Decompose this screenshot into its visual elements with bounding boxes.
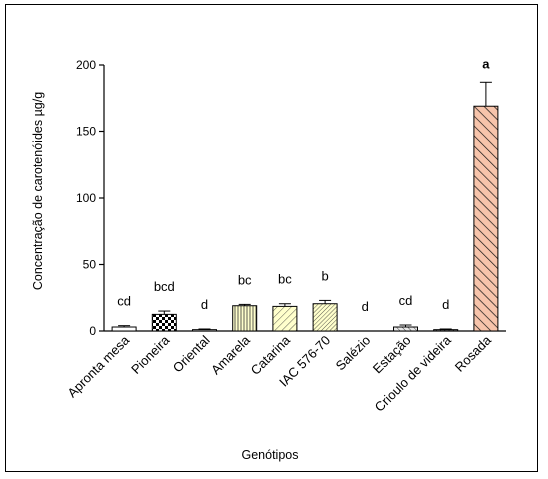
x-tick-label: Amarela	[208, 332, 253, 377]
y-tick-label: 200	[76, 58, 96, 72]
x-tick-label: Crioulo de videira	[372, 332, 455, 415]
chart-frame: 0 50 100 150 200 cd Apronta mesa bcd Pioneira d O…	[5, 4, 538, 472]
y-tick-label: 100	[76, 191, 96, 205]
axes: 0 50 100 150 200	[76, 58, 506, 338]
significance-label: d	[201, 297, 208, 312]
y-tick-label: 50	[83, 258, 97, 272]
bar	[312, 303, 338, 332]
significance-label: d	[362, 299, 369, 314]
bar	[393, 326, 418, 332]
significance-label: bc	[278, 272, 292, 287]
bar	[473, 105, 499, 332]
significance-label: cd	[117, 294, 131, 309]
x-tick-label: Pioneira	[128, 332, 173, 377]
bar	[433, 329, 459, 332]
y-axis-label: Concentração de carotenóides µg/g	[31, 92, 45, 290]
bar	[272, 305, 298, 332]
significance-label: d	[442, 297, 449, 312]
y-tick-label: 0	[89, 324, 96, 338]
x-tick-label: Oriental	[170, 332, 213, 375]
y-tick-label: 150	[76, 125, 96, 139]
significance-label: b	[321, 268, 328, 283]
bar	[111, 326, 137, 332]
x-tick-label: Rosada	[452, 332, 495, 375]
x-tick-label: Apronta mesa	[64, 332, 132, 400]
bar	[151, 313, 177, 332]
bar	[192, 329, 217, 332]
bar	[232, 305, 258, 332]
significance-label: bcd	[154, 279, 175, 294]
significance-label: cd	[399, 293, 413, 308]
significance-label: a	[482, 56, 490, 71]
significance-label: bc	[238, 272, 252, 287]
x-axis-label: Genótipos	[242, 448, 299, 462]
x-tick-label: Salézio	[333, 333, 374, 374]
bars	[111, 81, 499, 332]
